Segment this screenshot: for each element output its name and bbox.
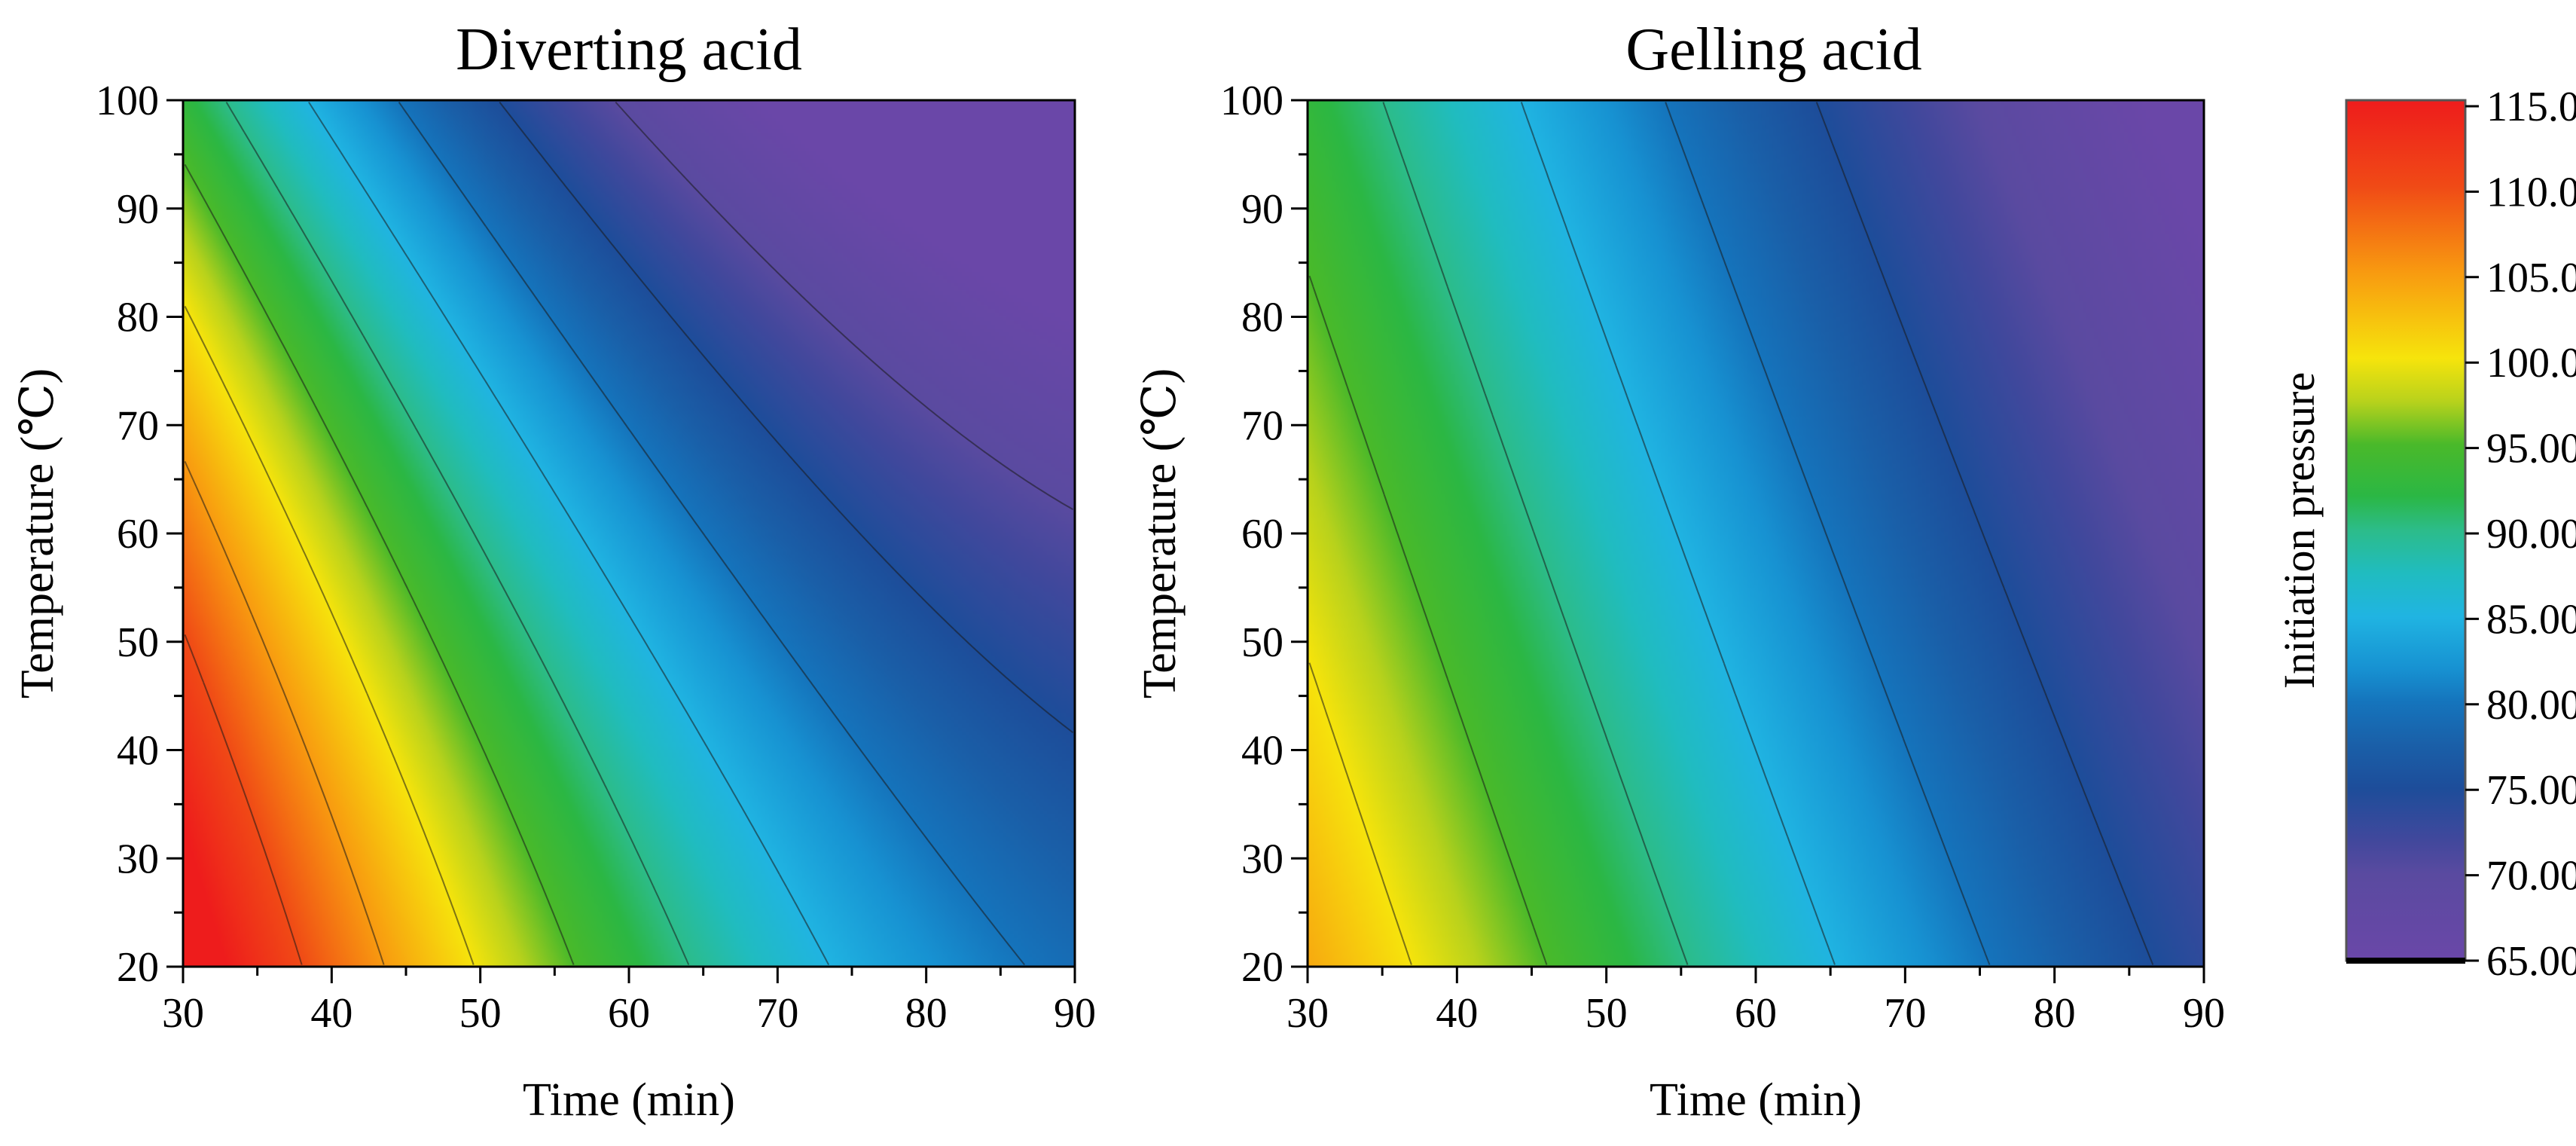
colorbar-tick-label: 85.00 — [2486, 596, 2576, 643]
gelling-acid-title: Gelling acid — [1625, 17, 1921, 83]
gelling-acid-contour-90 — [1382, 102, 1689, 965]
gelling-acid-x-tick-label: 60 — [1735, 990, 1777, 1037]
colorbar-tick-label: 90.00 — [2486, 511, 2576, 558]
colorbar-tick-label: 75.00 — [2486, 767, 2576, 814]
diverting-acid-contour-85 — [308, 101, 830, 965]
colorbar-gradient — [2346, 100, 2465, 961]
gelling-acid-contour-80 — [1665, 102, 1991, 965]
diverting-acid-x-tick-label: 90 — [1054, 990, 1096, 1037]
gelling-acid-y-ticks: 20 30 40 50 60 70 80 90 100 — [1220, 78, 1308, 991]
gelling-acid-contour-95 — [1308, 275, 1548, 965]
gelling-acid-y-tick-label: 40 — [1241, 728, 1283, 775]
gelling-acid-y-tick-label: 50 — [1241, 619, 1283, 666]
diverting-acid-contours — [184, 101, 1074, 966]
gelling-acid-heatmap — [1308, 100, 2204, 967]
diverting-acid-y-tick-label: 30 — [117, 836, 159, 882]
diverting-acid-y-tick-label: 100 — [96, 78, 159, 124]
diverting-acid-contour-105 — [184, 460, 385, 965]
gelling-acid-x-tick-label: 80 — [2034, 990, 2076, 1037]
gelling-acid-y-tick-label: 60 — [1241, 511, 1283, 558]
diverting-acid-contour-75 — [499, 101, 1074, 734]
gelling-acid-y-tick-label: 100 — [1220, 78, 1283, 124]
gelling-acid-x-tick-label: 90 — [2183, 990, 2225, 1037]
diverting-acid-x-axis-label: Time (min) — [523, 1074, 735, 1126]
colorbar-tick-label: 110.0 — [2486, 169, 2576, 215]
gelling-acid-contours — [1308, 102, 2154, 965]
gelling-acid-y-axis-label: Temperature (℃) — [1134, 368, 1186, 699]
diverting-acid-panel: Diverting acid 30 40 50 60 70 80 90 2030405060… — [12, 17, 1096, 1126]
diverting-acid-x-ticks: 30 40 50 60 70 80 90 — [162, 967, 1096, 1037]
gelling-acid-x-tick-label: 50 — [1586, 990, 1628, 1037]
gelling-acid-contour-85 — [1520, 102, 1836, 965]
diverting-acid-x-tick-label: 30 — [162, 990, 204, 1037]
diverting-acid-contour-70 — [615, 101, 1074, 511]
colorbar-tick-label: 65.00 — [2486, 938, 2576, 985]
diverting-acid-y-tick-label: 50 — [117, 619, 159, 666]
gelling-acid-x-ticks: 30 40 50 60 70 80 90 — [1286, 967, 2225, 1037]
colorbar-tick-label: 95.00 — [2486, 426, 2576, 472]
gelling-acid-y-tick-label: 30 — [1241, 836, 1283, 882]
colorbar-tick-label: 80.00 — [2486, 682, 2576, 729]
diverting-acid-y-tick-label: 60 — [117, 511, 159, 558]
diverting-acid-y-tick-label: 90 — [117, 186, 159, 233]
diverting-acid-heatmap — [183, 100, 1075, 967]
colorbar-ticks: 115.0 110.0 105.0 100.0 95.00 90.00 85.00 80.00… — [2465, 84, 2576, 985]
gelling-acid-contour-75 — [1815, 102, 2154, 965]
gelling-acid-x-axis-label: Time (min) — [1650, 1074, 1862, 1126]
diverting-acid-contour-80 — [398, 101, 1025, 966]
diverting-acid-contour-110 — [184, 634, 303, 965]
gelling-acid-x-tick-label: 30 — [1286, 990, 1329, 1037]
gelling-acid-x-tick-label: 40 — [1436, 990, 1478, 1037]
colorbar: 115.0 110.0 105.0 100.0 95.00 90.00 85.00 80.00… — [2275, 84, 2576, 985]
colorbar-label: Initiation pressure — [2275, 372, 2324, 689]
diverting-acid-contour-90 — [225, 101, 690, 965]
gelling-acid-y-tick-label: 20 — [1241, 944, 1283, 991]
diverting-acid-x-tick-label: 40 — [310, 990, 353, 1037]
diverting-acid-contour-100 — [184, 306, 475, 965]
colorbar-tick-label: 70.00 — [2486, 853, 2576, 900]
diverting-acid-y-tick-label: 70 — [117, 402, 159, 449]
diverting-acid-y-axis-label: Temperature (℃) — [12, 368, 63, 699]
gelling-acid-x-tick-label: 70 — [1884, 990, 1926, 1037]
gelling-acid-contour-100 — [1308, 662, 1412, 965]
diverting-acid-title: Diverting acid — [456, 17, 802, 83]
diverting-acid-x-tick-label: 80 — [905, 990, 948, 1037]
colorbar-tick-label: 105.0 — [2486, 255, 2576, 301]
gelling-acid-y-tick-label: 70 — [1241, 402, 1283, 449]
diverting-acid-x-tick-label: 50 — [459, 990, 502, 1037]
diverting-acid-contour-95 — [184, 163, 575, 965]
colorbar-bottom-cap — [2346, 958, 2465, 964]
gelling-acid-y-tick-label: 80 — [1241, 295, 1283, 341]
diverting-acid-y-tick-label: 20 — [117, 944, 159, 991]
diverting-acid-x-tick-label: 70 — [756, 990, 798, 1037]
colorbar-tick-label: 100.0 — [2486, 340, 2576, 387]
gelling-acid-panel: Gelling acid 30 40 50 60 70 80 90 203040506070… — [1134, 17, 2225, 1126]
diverting-acid-y-tick-label: 80 — [117, 295, 159, 341]
colorbar-tick-label: 115.0 — [2486, 84, 2576, 130]
diverting-acid-x-tick-label: 60 — [608, 990, 650, 1037]
gelling-acid-y-tick-label: 90 — [1241, 186, 1283, 233]
diverting-acid-y-ticks: 20 30 40 50 60 70 80 90 100 — [96, 78, 183, 991]
diverting-acid-y-tick-label: 40 — [117, 728, 159, 775]
